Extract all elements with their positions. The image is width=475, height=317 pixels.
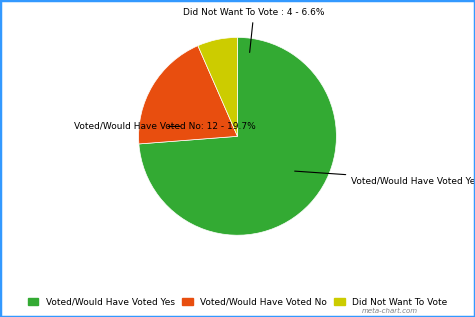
Wedge shape	[198, 37, 238, 136]
Legend: Voted/Would Have Voted Yes, Voted/Would Have Voted No, Did Not Want To Vote: Voted/Would Have Voted Yes, Voted/Would …	[25, 295, 450, 309]
Text: Did Not Want To Vote : 4 - 6.6%: Did Not Want To Vote : 4 - 6.6%	[183, 8, 324, 52]
Text: Voted/Would Have Voted No: 12 - 19.7%: Voted/Would Have Voted No: 12 - 19.7%	[74, 122, 256, 131]
Text: Voted/Would Have Voted Yes: 45 - 73.: Voted/Would Have Voted Yes: 45 - 73.	[294, 171, 475, 185]
Wedge shape	[139, 46, 238, 144]
Wedge shape	[139, 37, 336, 235]
Text: meta-chart.com: meta-chart.com	[362, 308, 418, 314]
